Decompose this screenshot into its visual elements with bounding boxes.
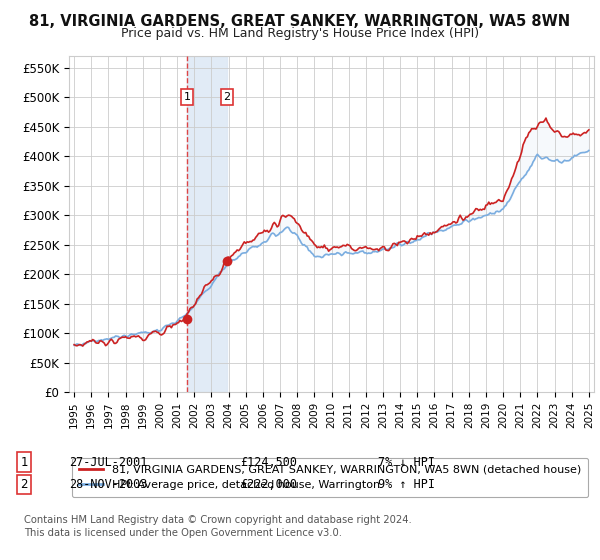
Text: 7% ↓ HPI: 7% ↓ HPI	[378, 455, 435, 469]
Text: 9% ↑ HPI: 9% ↑ HPI	[378, 478, 435, 491]
Text: £124,500: £124,500	[240, 455, 297, 469]
Text: 27-JUL-2001: 27-JUL-2001	[69, 455, 148, 469]
Text: 2: 2	[20, 478, 28, 491]
Text: 81, VIRGINIA GARDENS, GREAT SANKEY, WARRINGTON, WA5 8WN: 81, VIRGINIA GARDENS, GREAT SANKEY, WARR…	[29, 14, 571, 29]
Text: This data is licensed under the Open Government Licence v3.0.: This data is licensed under the Open Gov…	[24, 528, 342, 538]
Text: £222,000: £222,000	[240, 478, 297, 491]
Text: 1: 1	[184, 92, 190, 102]
Text: 2: 2	[223, 92, 230, 102]
Legend: 81, VIRGINIA GARDENS, GREAT SANKEY, WARRINGTON, WA5 8WN (detached house), HPI: A: 81, VIRGINIA GARDENS, GREAT SANKEY, WARR…	[72, 458, 588, 497]
Bar	[187, 56, 227, 392]
Text: 28-NOV-2003: 28-NOV-2003	[69, 478, 148, 491]
Text: Contains HM Land Registry data © Crown copyright and database right 2024.: Contains HM Land Registry data © Crown c…	[24, 515, 412, 525]
Text: 1: 1	[20, 455, 28, 469]
Text: Price paid vs. HM Land Registry's House Price Index (HPI): Price paid vs. HM Land Registry's House …	[121, 27, 479, 40]
